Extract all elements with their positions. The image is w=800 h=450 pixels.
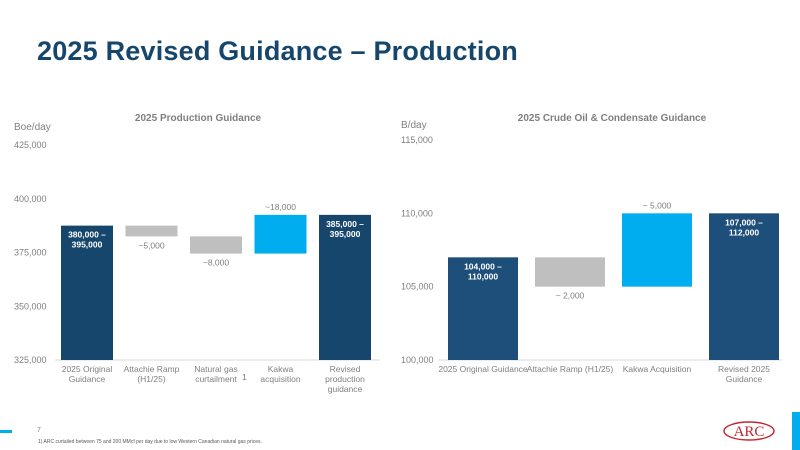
chart2-ylabel: B/day bbox=[401, 120, 427, 131]
chart1-xtick-2-1: curtailment bbox=[195, 374, 237, 384]
chart1-xtick-4-0: Revised bbox=[330, 364, 361, 374]
chart1-bar-label-4-0: 385,000 – bbox=[326, 219, 364, 229]
chart1-xtick-2-0: Natural gas bbox=[194, 364, 237, 374]
chart1-ytick-0: 325,000 bbox=[14, 355, 47, 365]
chart2-xtick-0-0: 2025 Original Guidance bbox=[438, 364, 528, 374]
page-number: 7 bbox=[37, 427, 41, 434]
chart1-title: 2025 Production Guidance bbox=[135, 113, 262, 124]
chart1-bar-label-2-0: ~8,000 bbox=[203, 258, 230, 268]
chart2-xtick-1-0: Attachie Ramp (H1/25) bbox=[527, 364, 614, 374]
chart1-xtick-4-2: guidance bbox=[328, 384, 363, 394]
accent-line bbox=[0, 430, 12, 433]
chart1-ylabel: Boe/day bbox=[14, 122, 51, 133]
chart2-xtick-3-0: Revised 2025 bbox=[718, 364, 770, 374]
chart2-xtick-3-1: Guidance bbox=[726, 374, 763, 384]
chart1-xtick-1-0: Attachie Ramp bbox=[124, 364, 180, 374]
chart1-xtick-0-1: Guidance bbox=[69, 374, 106, 384]
chart1-bar-label-1-0: ~5,000 bbox=[138, 240, 165, 250]
chart1-ytick-2: 375,000 bbox=[14, 248, 47, 258]
page-title: 2025 Revised Guidance – Production bbox=[37, 36, 518, 66]
chart2-bar-0 bbox=[448, 257, 518, 360]
chart1-bar-2 bbox=[190, 236, 242, 254]
chart2-bar-1 bbox=[535, 257, 605, 287]
chart2-ytick-0: 100,000 bbox=[401, 355, 434, 365]
chart1-xtick-0-0: 2025 Original bbox=[62, 364, 113, 374]
chart2-bar-label-0-0: 104,000 – bbox=[464, 261, 502, 271]
chart2-bar-label-0-1: 110,000 bbox=[468, 271, 499, 281]
chart2-bar-2 bbox=[622, 213, 692, 287]
chart2-bar-label-3-1: 112,000 bbox=[729, 227, 760, 237]
chart1-ytick-1: 350,000 bbox=[14, 301, 47, 311]
chart2-ytick-3: 115,000 bbox=[401, 135, 433, 145]
logo-text: ARC bbox=[734, 424, 765, 440]
chart2-ytick-1: 105,000 bbox=[401, 282, 434, 292]
chart1-bar-0 bbox=[61, 225, 113, 360]
chart1-bar-label-3-0: ~18,000 bbox=[265, 202, 296, 212]
chart2-ytick-2: 110,000 bbox=[401, 208, 433, 218]
chart1-xtick-3-1: acquisition bbox=[260, 374, 300, 384]
chart1-bar-label-0-0: 380,000 – bbox=[68, 230, 106, 240]
chart1-bar-1 bbox=[125, 225, 178, 237]
chart1-bar-label-0-1: 395,000 bbox=[72, 240, 103, 250]
chart2-bar-label-2-0: ~ 5,000 bbox=[643, 200, 672, 210]
chart1-bar-label-4-1: 395,000 bbox=[330, 229, 361, 239]
logo-swoosh bbox=[723, 421, 775, 441]
arc-logo: ARC bbox=[723, 421, 775, 441]
chart2-bar-3 bbox=[709, 213, 779, 360]
chart1-xtick-4-1: production bbox=[325, 374, 365, 384]
chart2-title: 2025 Crude Oil & Condensate Guidance bbox=[518, 113, 707, 124]
chart1-xtick-1-1: (H1/25) bbox=[137, 374, 166, 384]
chart1-bar-4 bbox=[319, 214, 371, 360]
chart2-xtick-2-0: Kakwa Acquisition bbox=[623, 364, 692, 374]
chart2-bar-label-1-0: ~ 2,000 bbox=[556, 291, 585, 301]
footnote: 1) ARC curtailed between 75 and 200 MMcf… bbox=[38, 439, 262, 445]
chart1-bar-3 bbox=[254, 214, 307, 254]
side-accent-bar bbox=[792, 412, 800, 450]
chart1-ytick-4: 425,000 bbox=[14, 140, 47, 150]
chart1-ytick-3: 400,000 bbox=[14, 194, 47, 204]
chart1-xtick-3-0: Kakwa bbox=[268, 364, 294, 374]
chart2-bar-label-3-0: 107,000 – bbox=[725, 217, 763, 227]
chart1-footnote-marker: 1 bbox=[242, 372, 247, 382]
